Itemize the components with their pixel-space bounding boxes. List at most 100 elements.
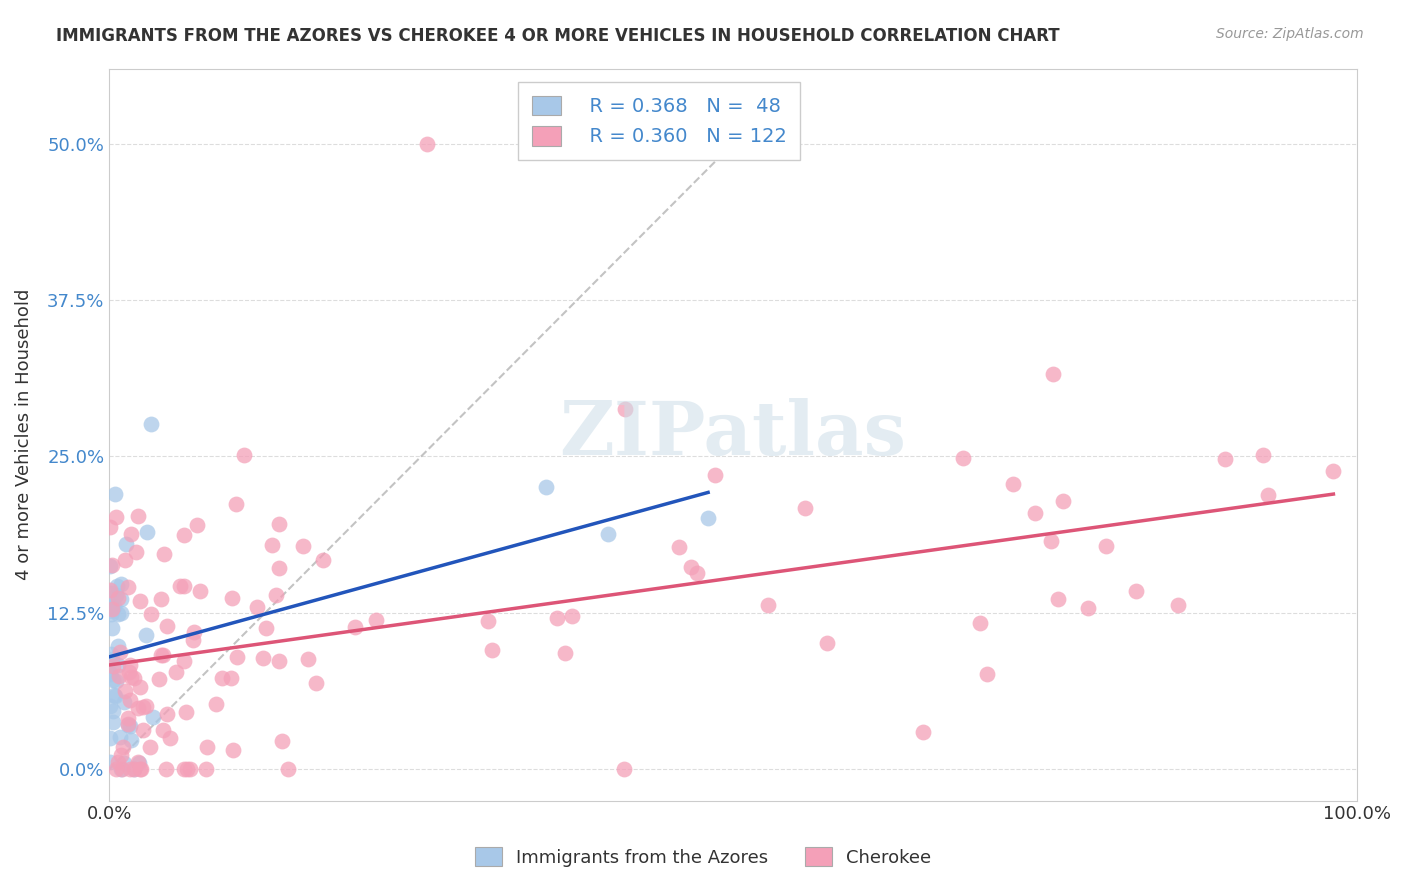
Point xyxy=(122,762,145,776)
Point xyxy=(174,706,197,720)
Point xyxy=(183,624,205,639)
Point xyxy=(114,683,136,698)
Point xyxy=(176,762,198,776)
Legend:   R = 0.368   N =  48,   R = 0.360   N = 122: R = 0.368 N = 48, R = 0.360 N = 122 xyxy=(519,82,800,160)
Point xyxy=(159,731,181,745)
Point xyxy=(110,748,132,763)
Point xyxy=(343,620,366,634)
Text: Source: ZipAtlas.com: Source: ZipAtlas.com xyxy=(1216,27,1364,41)
Point xyxy=(613,762,636,776)
Point xyxy=(135,524,157,539)
Point xyxy=(1257,488,1279,502)
Point xyxy=(1042,367,1064,381)
Point xyxy=(173,579,195,593)
Point xyxy=(128,756,150,771)
Point xyxy=(107,658,129,673)
Point xyxy=(221,591,243,605)
Point xyxy=(756,599,779,613)
Point xyxy=(165,665,187,679)
Point xyxy=(103,673,125,688)
Point xyxy=(312,553,335,567)
Point xyxy=(1039,533,1062,548)
Point xyxy=(173,762,195,776)
Point xyxy=(101,658,124,673)
Point xyxy=(477,615,499,629)
Point xyxy=(108,645,131,659)
Point xyxy=(911,725,934,739)
Point xyxy=(153,547,176,561)
Point xyxy=(118,719,141,733)
Point xyxy=(269,654,291,668)
Point xyxy=(150,648,173,662)
Point xyxy=(1213,451,1236,466)
Point xyxy=(613,401,636,416)
Point xyxy=(101,652,124,666)
Point xyxy=(1002,477,1025,491)
Point xyxy=(127,701,149,715)
Point xyxy=(135,628,157,642)
Y-axis label: 4 or more Vehicles in Household: 4 or more Vehicles in Household xyxy=(15,289,32,581)
Point xyxy=(697,511,720,525)
Point xyxy=(129,762,152,776)
Point xyxy=(129,594,152,608)
Point xyxy=(173,528,195,542)
Point xyxy=(179,762,201,776)
Point xyxy=(104,487,127,501)
Point xyxy=(117,718,139,732)
Point xyxy=(169,579,191,593)
Point xyxy=(262,537,284,551)
Point xyxy=(105,762,128,776)
Point xyxy=(138,740,160,755)
Point xyxy=(118,665,141,679)
Point xyxy=(225,650,247,665)
Point xyxy=(127,755,149,769)
Point xyxy=(148,672,170,686)
Point xyxy=(181,632,204,647)
Point xyxy=(1094,539,1116,553)
Point xyxy=(481,642,503,657)
Point xyxy=(100,599,122,614)
Point xyxy=(101,601,124,615)
Point xyxy=(112,740,135,755)
Point xyxy=(114,537,136,551)
Point xyxy=(135,699,157,714)
Point xyxy=(149,591,172,606)
Point xyxy=(142,709,165,723)
Point xyxy=(685,566,707,581)
Point xyxy=(105,509,128,524)
Point xyxy=(233,448,256,462)
Point xyxy=(1077,601,1099,615)
Point xyxy=(118,762,141,776)
Point xyxy=(98,559,121,574)
Point xyxy=(1167,598,1189,612)
Point xyxy=(121,527,143,541)
Point xyxy=(98,520,121,534)
Point xyxy=(107,669,129,683)
Point xyxy=(1322,464,1344,478)
Point xyxy=(366,613,388,627)
Point xyxy=(117,580,139,594)
Point xyxy=(129,680,152,694)
Point xyxy=(152,723,174,737)
Point xyxy=(129,762,152,776)
Point xyxy=(139,607,162,621)
Point xyxy=(98,667,121,681)
Text: IMMIGRANTS FROM THE AZORES VS CHEROKEE 4 OR MORE VEHICLES IN HOUSEHOLD CORRELATI: IMMIGRANTS FROM THE AZORES VS CHEROKEE 4… xyxy=(56,27,1060,45)
Point xyxy=(598,526,620,541)
Point xyxy=(222,743,245,757)
Point xyxy=(105,588,128,602)
Point xyxy=(416,136,439,151)
Point xyxy=(219,671,242,685)
Point xyxy=(110,762,132,776)
Point xyxy=(100,607,122,621)
Point xyxy=(104,689,127,703)
Point xyxy=(291,539,314,553)
Point xyxy=(101,558,124,572)
Point xyxy=(264,588,287,602)
Point xyxy=(117,717,139,731)
Point xyxy=(110,591,132,606)
Point xyxy=(141,417,163,432)
Text: ZIPatlas: ZIPatlas xyxy=(560,398,907,471)
Point xyxy=(110,731,132,745)
Point xyxy=(100,647,122,661)
